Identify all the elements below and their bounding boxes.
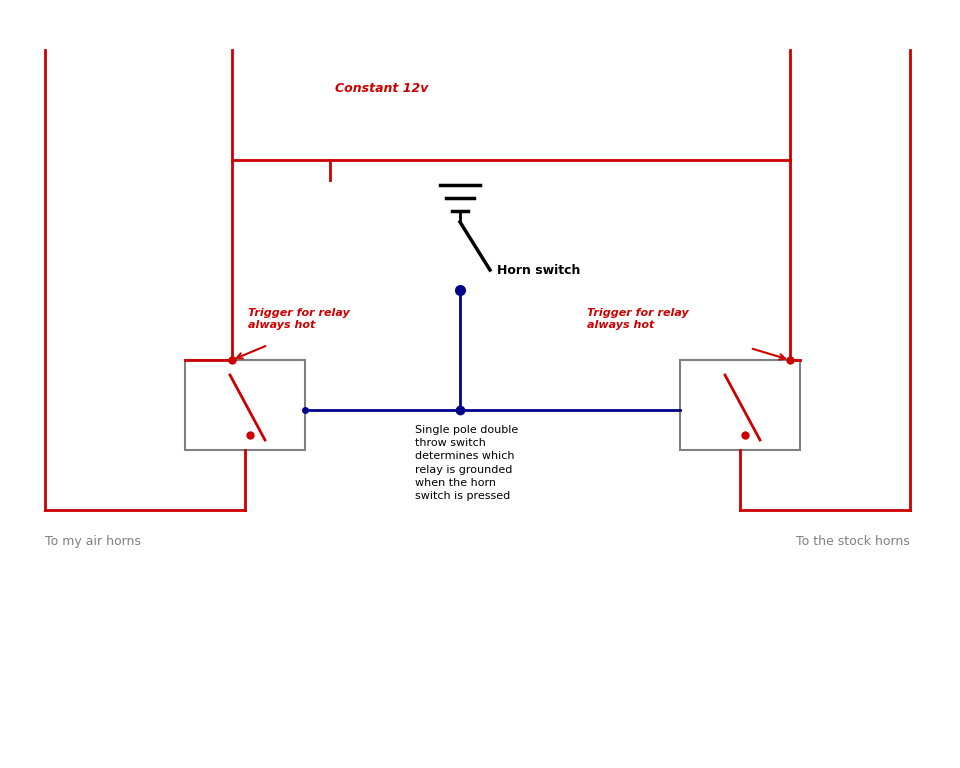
Text: Trigger for relay
always hot: Trigger for relay always hot — [587, 309, 688, 330]
Text: Trigger for relay
always hot: Trigger for relay always hot — [248, 309, 349, 330]
Bar — [680, 360, 800, 450]
Bar — [185, 360, 305, 450]
Text: Single pole double
throw switch
determines which
relay is grounded
when the horn: Single pole double throw switch determin… — [415, 425, 518, 501]
Text: Horn switch: Horn switch — [497, 263, 581, 276]
Text: To the stock horns: To the stock horns — [796, 535, 910, 548]
Text: To my air horns: To my air horns — [45, 535, 141, 548]
Text: Constant 12v: Constant 12v — [335, 82, 428, 95]
